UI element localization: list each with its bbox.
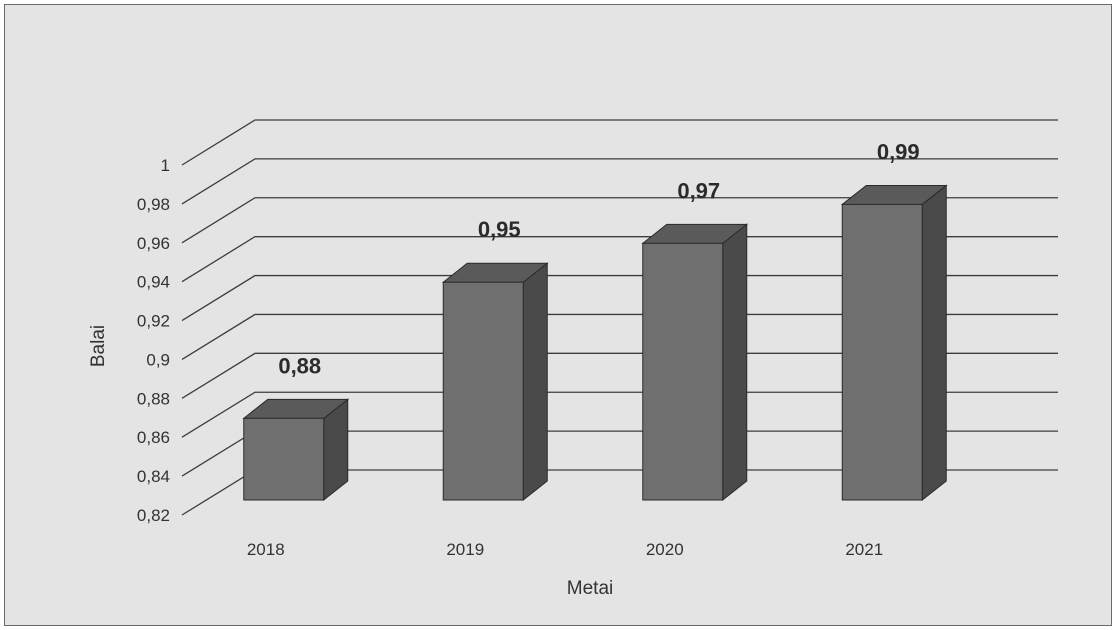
- data-labels: 0,88 0,95 0,97 0,99: [278, 139, 919, 378]
- x-tick-label: 2020: [646, 540, 684, 559]
- data-label: 0,97: [677, 178, 720, 203]
- bar-side: [522, 262, 548, 502]
- x-tick-label: 2018: [247, 540, 285, 559]
- bar-front: [841, 203, 923, 501]
- y-tick-label: 1: [161, 156, 170, 175]
- y-tick-label: 0,88: [137, 389, 170, 408]
- y-axis-ticks: 0,82 0,84 0,86 0,88 0,9 0,92 0,94 0,96 0,98 1: [137, 156, 170, 525]
- x-axis-ticks: 2018 2019 2020 2021: [247, 540, 883, 559]
- bar-side: [722, 223, 748, 502]
- y-tick-label: 0,9: [146, 350, 170, 369]
- gridline: [181, 274, 1058, 322]
- data-label: 0,95: [478, 217, 521, 242]
- x-axis-label: Metai: [567, 578, 613, 599]
- y-tick-label: 0,94: [137, 273, 170, 292]
- bar-front: [642, 242, 724, 501]
- bar-side: [921, 184, 947, 502]
- y-axis-label: Balai: [88, 325, 109, 367]
- y-tick-label: 0,96: [137, 234, 170, 253]
- bar-front: [243, 417, 325, 501]
- gridline: [181, 352, 1058, 399]
- y-tick-label: 0,98: [137, 195, 170, 214]
- bar: [840, 184, 948, 502]
- data-label: 0,99: [877, 139, 920, 164]
- gridline: [181, 158, 1058, 205]
- gridline: [181, 236, 1058, 283]
- bar: [641, 223, 749, 502]
- x-tick-label: 2021: [845, 540, 883, 559]
- data-label: 0,88: [278, 353, 321, 378]
- bar-front: [442, 281, 524, 501]
- gridline: [181, 313, 1058, 360]
- gridline: [181, 119, 1058, 166]
- y-tick-label: 0,92: [137, 312, 170, 331]
- y-tick-label: 0,82: [137, 506, 170, 525]
- bar: [242, 398, 350, 502]
- gridline: [181, 391, 1058, 438]
- y-tick-label: 0,86: [137, 428, 170, 447]
- gridline: [181, 197, 1058, 244]
- bar: [441, 262, 549, 502]
- x-tick-label: 2019: [446, 540, 484, 559]
- gridlines: [181, 119, 1058, 516]
- bars: [242, 184, 948, 502]
- y-tick-label: 0,84: [137, 467, 170, 486]
